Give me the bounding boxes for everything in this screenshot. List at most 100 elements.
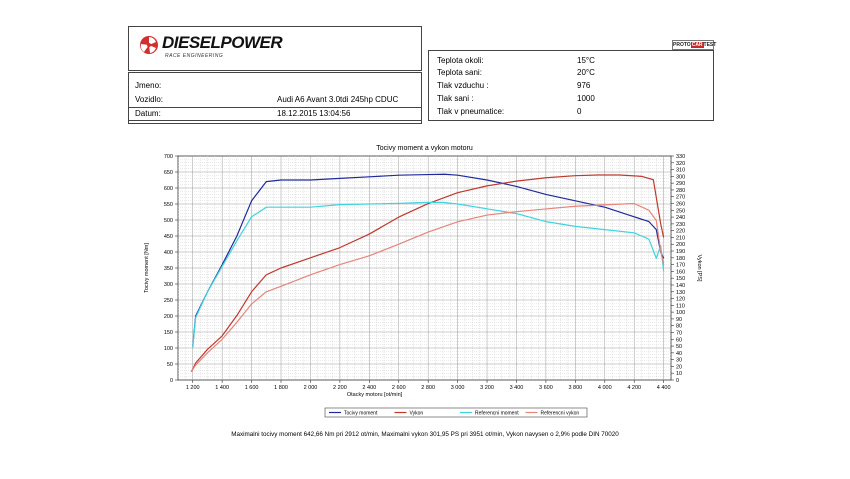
logo-text: DIESELPOWER xyxy=(162,33,283,52)
y2-tick-label: 90 xyxy=(676,317,682,323)
y2-tick-label: 60 xyxy=(676,337,682,343)
y2-tick-label: 170 xyxy=(676,263,685,269)
protocar-test-badge: PROTOCARTEST xyxy=(672,40,717,50)
y-tick-label: 500 xyxy=(164,218,173,224)
y2-tick-label: 140 xyxy=(676,283,685,289)
y2-tick-label: 270 xyxy=(676,195,685,201)
x-tick-label: 2 400 xyxy=(362,385,376,391)
x-tick-label: 1 800 xyxy=(274,385,288,391)
vozidlo-divider xyxy=(129,107,421,108)
datum-label: Datum: xyxy=(135,109,161,118)
condition-label: Teplota okoli: xyxy=(437,56,484,65)
jmeno-label: Jmeno: xyxy=(135,81,162,90)
chart-title: Tocivy moment a vykon motoru xyxy=(376,145,473,152)
legend-label: Referencni moment xyxy=(475,411,519,417)
y2-tick-label: 230 xyxy=(676,222,685,228)
y2-tick-label: 10 xyxy=(676,371,682,377)
y2-tick-label: 250 xyxy=(676,208,685,214)
y2-tick-label: 40 xyxy=(676,351,682,357)
footer-note: Maximalni tocivy moment 642,66 Nm pri 29… xyxy=(231,431,619,438)
y-tick-label: 250 xyxy=(164,298,173,304)
y2-tick-label: 80 xyxy=(676,324,682,330)
x-tick-label: 3 000 xyxy=(451,385,465,391)
y-tick-label: 550 xyxy=(164,202,173,208)
vehicle-info-box: Jmeno: Vozidlo: Audi A6 Avant 3.0tdi 245… xyxy=(128,72,422,124)
y-tick-label: 200 xyxy=(164,314,173,320)
condition-value: 20°C xyxy=(577,68,595,77)
badge-mid-text: CAR xyxy=(690,42,704,48)
y2-tick-label: 210 xyxy=(676,235,685,241)
logo-box: DIESELPOWER RACE ENGINEERING xyxy=(128,26,422,71)
y2-tick-label: 30 xyxy=(676,358,682,364)
x-tick-label: 2 200 xyxy=(333,385,347,391)
condition-label: Tlak v pneumatice: xyxy=(437,107,505,116)
legend-label: Tocivy moment xyxy=(344,411,378,417)
condition-label: Tlak vzduchu : xyxy=(437,81,489,90)
y2-tick-label: 20 xyxy=(676,364,682,370)
x-tick-label: 1 400 xyxy=(215,385,229,391)
series-line-referencni-vykon xyxy=(190,202,665,373)
condition-value: 976 xyxy=(577,81,591,90)
y2-tick-label: 330 xyxy=(676,154,685,160)
y-tick-label: 0 xyxy=(170,378,173,384)
y2-tick-label: 160 xyxy=(676,269,685,275)
x-axis-label: Otacky motoru [ot/min] xyxy=(347,392,403,398)
x-tick-label: 3 600 xyxy=(539,385,553,391)
y2-tick-label: 100 xyxy=(676,310,685,316)
y-tick-label: 50 xyxy=(167,362,173,368)
y-tick-label: 150 xyxy=(164,330,173,336)
y-tick-label: 450 xyxy=(164,234,173,240)
dieselpower-logo-icon xyxy=(140,36,158,54)
datum-divider xyxy=(129,120,421,121)
x-tick-label: 3 400 xyxy=(510,385,524,391)
y-tick-label: 100 xyxy=(164,346,173,352)
x-tick-label: 3 200 xyxy=(480,385,494,391)
datum-value: 18.12.2015 13:04:56 xyxy=(277,109,351,118)
x-tick-label: 1 200 xyxy=(186,385,200,391)
x-tick-label: 4 200 xyxy=(627,385,641,391)
y-tick-label: 400 xyxy=(164,250,173,256)
x-tick-label: 1 600 xyxy=(245,385,259,391)
legend-label: Referencni vykon xyxy=(541,411,580,417)
y-tick-label: 600 xyxy=(164,186,173,192)
logo-subtext: RACE ENGINEERING xyxy=(165,53,224,59)
legend-box xyxy=(324,407,588,418)
y2-tick-label: 260 xyxy=(676,202,685,208)
condition-value: 15°C xyxy=(577,56,595,65)
y2-tick-label: 310 xyxy=(676,168,685,174)
condition-value: 0 xyxy=(577,107,582,116)
y2-tick-label: 150 xyxy=(676,276,685,282)
condition-value: 1000 xyxy=(577,94,595,103)
legend-label: Vykon xyxy=(410,411,424,417)
x-tick-label: 4 400 xyxy=(657,385,671,391)
x-tick-label: 2 800 xyxy=(421,385,435,391)
y2-tick-label: 190 xyxy=(676,249,685,255)
series-line-referencni-moment xyxy=(192,201,665,349)
series-line-tocivy-moment xyxy=(192,173,665,347)
vozidlo-value: Audi A6 Avant 3.0tdi 245hp CDUC xyxy=(277,95,399,104)
condition-label: Teplota sani: xyxy=(437,68,482,77)
y-tick-label: 300 xyxy=(164,282,173,288)
y-tick-label: 350 xyxy=(164,266,173,272)
y2-tick-label: 0 xyxy=(676,378,679,384)
y2-tick-label: 70 xyxy=(676,330,682,336)
y2-tick-label: 320 xyxy=(676,161,685,167)
condition-label: Tlak sani : xyxy=(437,94,474,103)
conditions-box: Teplota okoli: 15°C Teplota sani: 20°C T… xyxy=(428,50,714,121)
y2-tick-label: 130 xyxy=(676,290,685,296)
y2-tick-label: 50 xyxy=(676,344,682,350)
dyno-chart-svg: Tocivy moment a vykon motoru050100150200… xyxy=(144,145,702,418)
y2-axis-label: Vykon [PS] xyxy=(696,254,702,281)
y2-tick-label: 200 xyxy=(676,242,685,248)
y2-tick-label: 290 xyxy=(676,181,685,187)
dyno-chart: Tocivy moment a vykon motoru 0 50 100 150 200… xyxy=(120,140,720,440)
badge-right-text: TEST xyxy=(703,42,717,48)
x-tick-label: 2 600 xyxy=(392,385,406,391)
vozidlo-label: Vozidlo: xyxy=(135,95,164,104)
y2-tick-label: 300 xyxy=(676,174,685,180)
x-tick-label: 2 000 xyxy=(304,385,318,391)
y2-tick-label: 280 xyxy=(676,188,685,194)
y2-tick-label: 220 xyxy=(676,229,685,235)
x-tick-label: 3 800 xyxy=(568,385,582,391)
y2-tick-label: 120 xyxy=(676,297,685,303)
